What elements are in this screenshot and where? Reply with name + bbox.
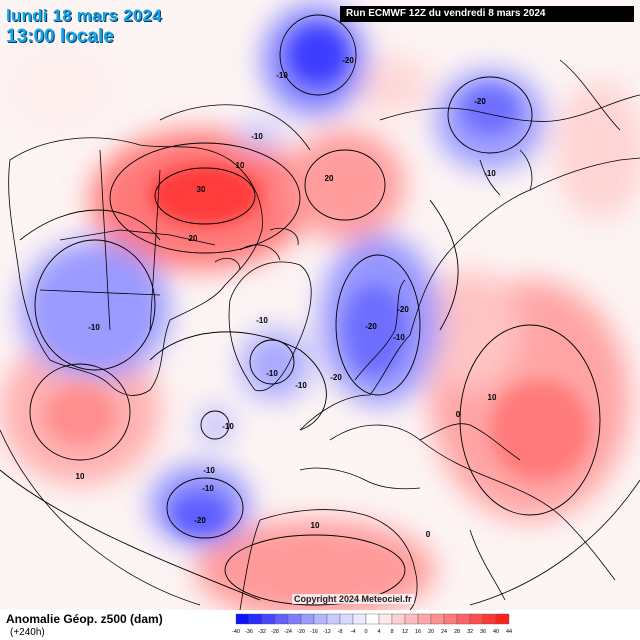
color-scale-label: 20 [428,629,434,635]
contour-label: 10 [76,472,85,481]
color-scale-label: -16 [310,629,318,635]
color-scale-label: -36 [245,629,253,635]
contour-label: -10 [484,169,496,178]
forecast-date: lundi 18 mars 2024 [6,6,162,25]
contour-label: 0 [456,410,461,419]
contour-label: -10 [256,316,268,325]
anomaly-map: -10 -20 -20 -10 -10 10 30 20 20 -10 -10 … [0,0,640,610]
contour-label: -10 [222,422,234,431]
color-swatch [261,613,276,625]
contour-label: -20 [397,305,409,314]
color-swatch [352,613,367,625]
color-swatch [404,613,419,625]
run-info: Run ECMWF 12Z du vendredi 8 mars 2024 [340,6,634,22]
contour-labels: -10 -20 -20 -10 -10 10 30 20 20 -10 -10 … [76,56,497,539]
coastlines [0,59,640,610]
contour-label: -20 [365,322,377,331]
color-scale-label: 36 [480,629,486,635]
contour-label: -10 [251,132,263,141]
color-swatch [326,613,341,625]
contour-label: -20 [474,97,486,106]
color-scale-label: 28 [454,629,460,635]
color-scale-label: -12 [323,629,331,635]
color-scale-label: 40 [493,629,499,635]
color-scale: -40 -36 -32 -28 -24 -20 -16 -12 -8 -4 0 4 8 12 16 20 24 2… [232,613,512,635]
color-scale-label: 4 [377,629,380,635]
color-scale-label: 12 [402,629,408,635]
contour-label: 30 [197,185,206,194]
color-scale-label: -4 [351,629,356,635]
color-scale-label: 16 [415,629,421,635]
contour-label: -10 [276,71,288,80]
color-swatch [248,613,263,625]
color-scale-label: 32 [467,629,473,635]
color-swatch [339,613,354,625]
color-scale-label: -20 [297,629,305,635]
color-swatches [235,613,510,625]
color-scale-label: 24 [441,629,447,635]
contour-label: 20 [189,234,198,243]
contour-label: 20 [325,174,334,183]
color-scale-label: 44 [506,629,512,635]
color-scale-label: -8 [338,629,343,635]
contour-label: 10 [488,393,497,402]
color-scale-label: 8 [390,629,393,635]
contour-label: -10 [88,323,100,332]
contour-label: -10 [393,333,405,342]
color-scale-label: -40 [232,629,240,635]
color-swatch [300,613,315,625]
color-swatch [469,613,484,625]
contour-label: 10 [311,521,320,530]
contour-label: -10 [203,466,215,475]
color-swatch [456,613,471,625]
contour-label: 0 [426,530,431,539]
color-swatch [417,613,432,625]
contour-label: -10 [266,369,278,378]
color-swatch [430,613,445,625]
contour-label: -20 [194,516,206,525]
contour-label: -20 [342,56,354,65]
lead-time-label: (+240h) [10,627,45,638]
color-scale-label: -28 [271,629,279,635]
color-swatch [495,613,510,625]
color-swatch [287,613,302,625]
color-swatch [313,613,328,625]
color-scale-label: -32 [258,629,266,635]
forecast-time: 13:00 locale [6,26,114,47]
color-scale-labels: -40 -36 -32 -28 -24 -20 -16 -12 -8 -4 0 4 8 12 16 20 24 2… [232,629,512,635]
copyright: Copyright 2024 Meteociel.fr [292,594,414,604]
color-swatch [365,613,380,625]
color-swatch [274,613,289,625]
variable-label: Anomalie Géop. z500 (dam) [6,612,163,626]
anomaly-shading [0,5,640,610]
color-swatch [443,613,458,625]
color-swatch [235,613,250,625]
contour-label: -20 [330,373,342,382]
contour-label: -10 [202,484,214,493]
contour-label: -10 [295,381,307,390]
contour-label: 10 [236,161,245,170]
color-scale-label: 0 [364,629,367,635]
color-scale-label: -24 [284,629,292,635]
color-swatch [378,613,393,625]
color-swatch [391,613,406,625]
color-swatch [482,613,497,625]
